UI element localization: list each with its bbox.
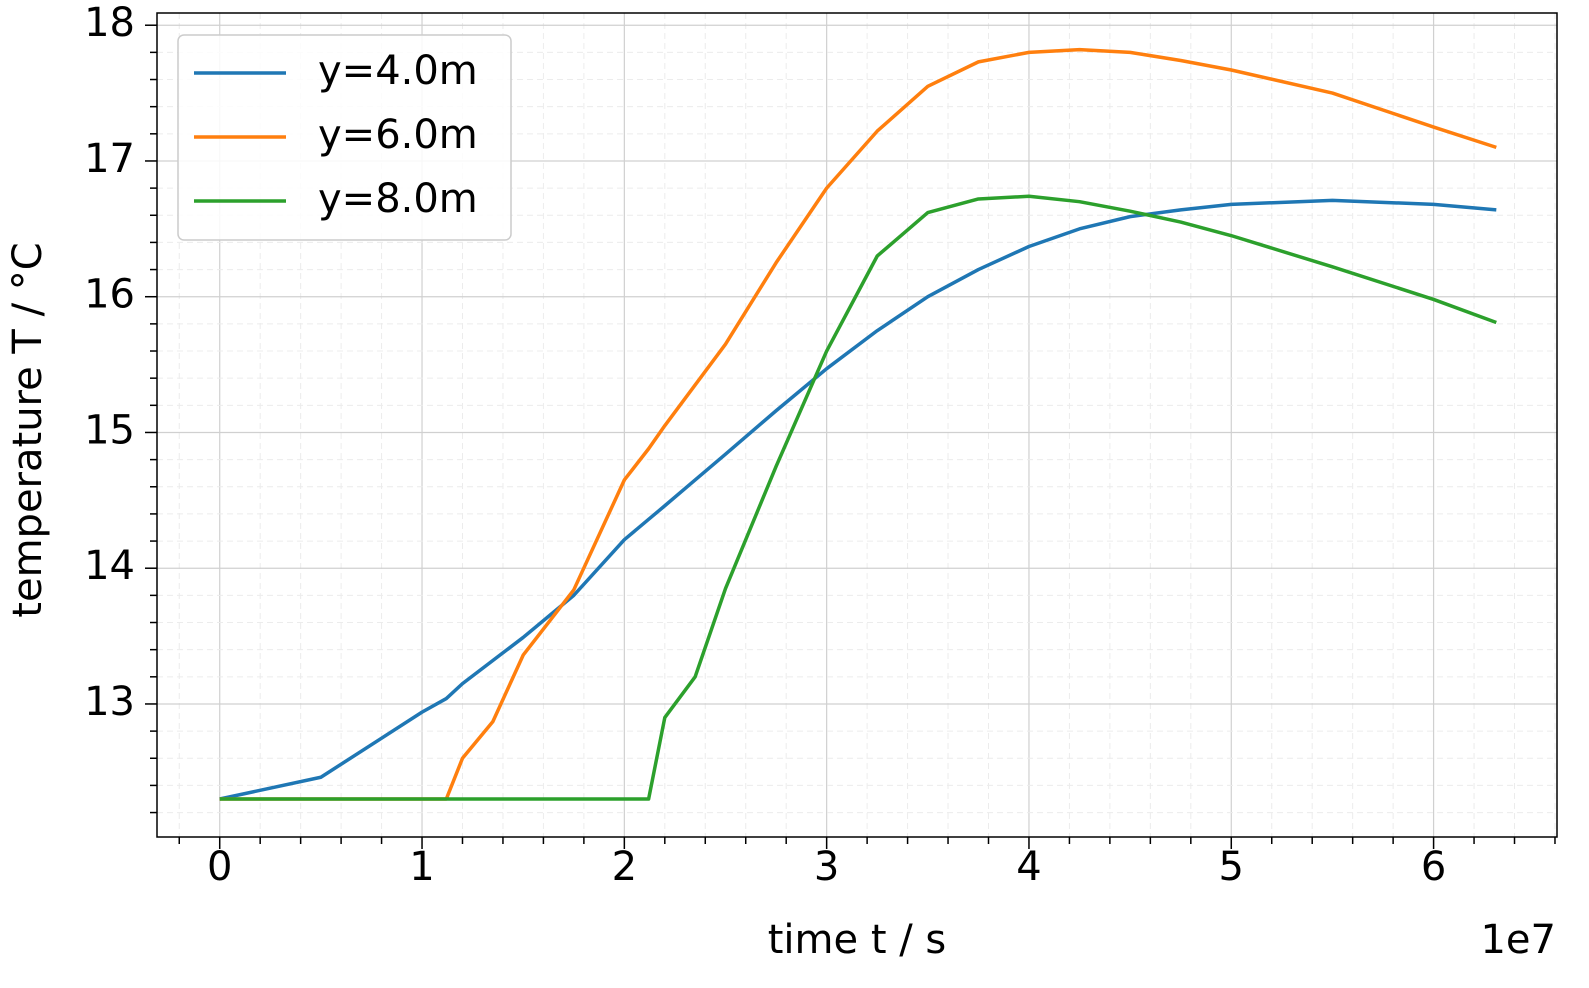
y-tick-label: 17 bbox=[84, 136, 135, 182]
data-line bbox=[219, 198, 1497, 801]
x-tick-label: 6 bbox=[1421, 844, 1446, 890]
x-offset-label: 1e7 bbox=[1480, 917, 1556, 963]
legend-label: y=6.0m bbox=[318, 112, 478, 158]
y-axis-label: temperature T / °C bbox=[5, 242, 51, 617]
plot-frame bbox=[156, 12, 1558, 838]
x-tick-label: 2 bbox=[612, 844, 637, 890]
y-tick-label: 15 bbox=[84, 407, 135, 453]
x-tick-label: 3 bbox=[814, 844, 839, 890]
x-tick-label: 4 bbox=[1016, 844, 1041, 890]
legend-box bbox=[177, 34, 512, 241]
y-tick-label: 13 bbox=[84, 679, 135, 725]
legend-label: y=8.0m bbox=[318, 176, 478, 222]
x-tick-label: 5 bbox=[1219, 844, 1244, 890]
legend-label: y=4.0m bbox=[318, 48, 478, 94]
x-axis-label: time t / s bbox=[768, 917, 947, 963]
data-line bbox=[219, 194, 1497, 801]
x-tick-label: 1 bbox=[409, 844, 434, 890]
y-tick-label: 14 bbox=[84, 543, 135, 589]
y-tick-label: 18 bbox=[84, 0, 135, 46]
y-tick-label: 16 bbox=[84, 272, 135, 318]
x-tick-label: 0 bbox=[207, 844, 232, 890]
data-line bbox=[219, 47, 1497, 801]
